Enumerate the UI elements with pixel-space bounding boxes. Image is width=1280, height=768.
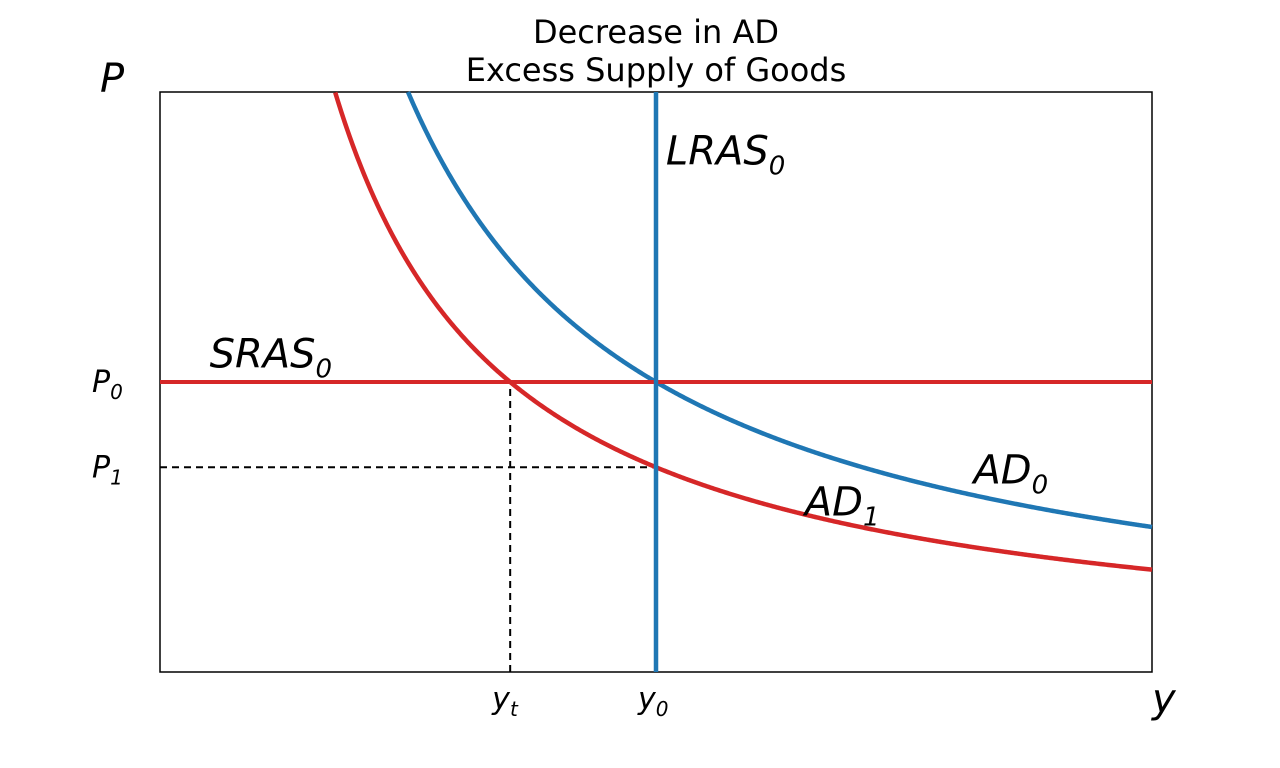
x-axis-label: y (1151, 676, 1177, 722)
lras0-label: LRAS0 (666, 129, 785, 182)
ad0-label: AD0 (970, 448, 1048, 501)
y-tick-label-p0: P0 (92, 365, 123, 404)
y-axis-label: P (100, 56, 125, 102)
chart-title-line-1: Decrease in AD (533, 13, 779, 51)
sras0-label: SRAS0 (210, 332, 332, 385)
ad1-curve (333, 91, 1153, 572)
series-layer (160, 91, 1153, 672)
chart-title-line-2: Excess Supply of Goods (466, 51, 847, 89)
y-tick-label-p1: P1 (92, 450, 123, 489)
x-tick-label-yt: yt (491, 682, 519, 721)
ad0-curve (405, 91, 1153, 530)
label-layer: AD0 AD1 SRAS0 LRAS0 P0 P1 yt y0 (92, 129, 1048, 722)
x-tick-label-y0: y0 (637, 682, 669, 721)
ad1-label: AD1 (802, 479, 880, 532)
